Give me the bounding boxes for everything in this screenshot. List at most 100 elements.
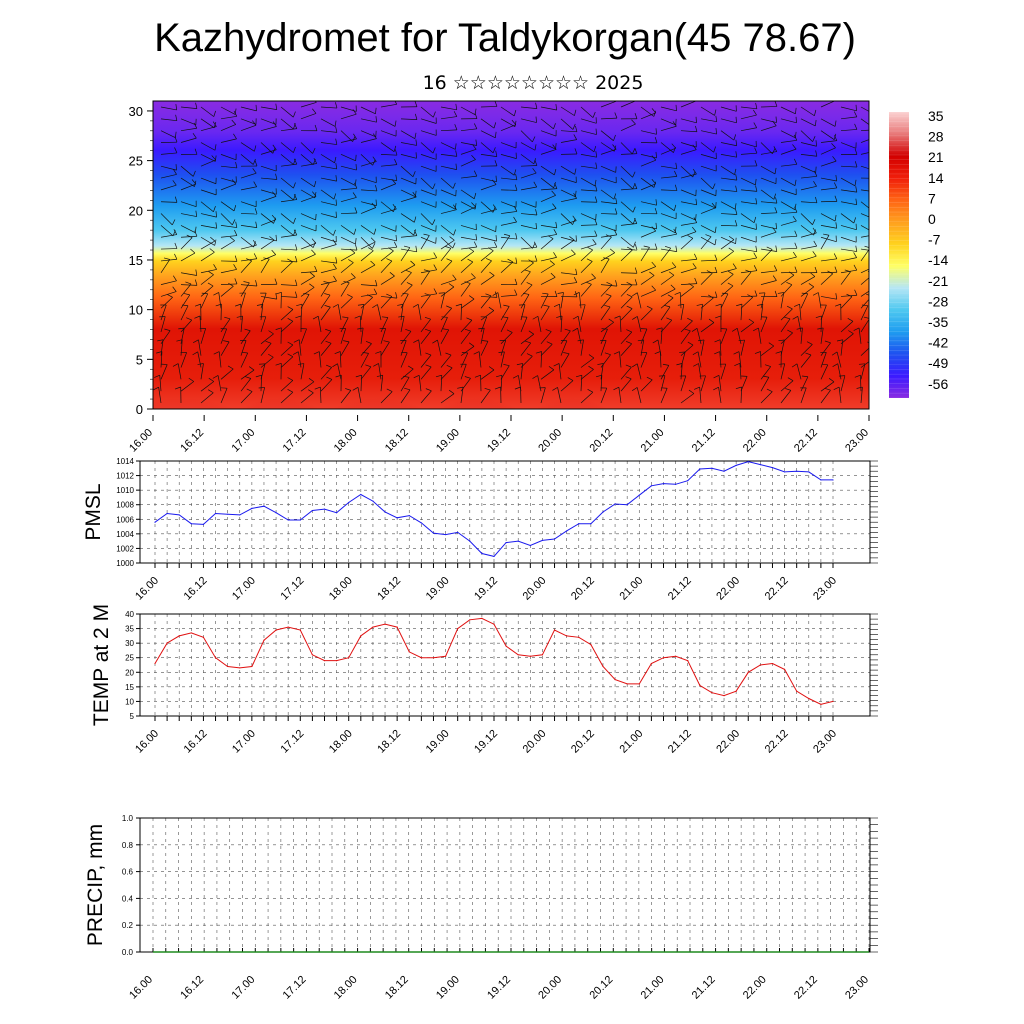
wind-barb (200, 264, 217, 274)
x-tick-label: 22.12 (792, 427, 820, 455)
wind-barb (840, 123, 858, 132)
x-tick-label: 21.12 (666, 728, 694, 756)
wind-barb (400, 260, 416, 274)
wind-barb (300, 292, 310, 309)
wind-barb (780, 251, 797, 262)
data-point (457, 627, 459, 630)
wind-barb (775, 351, 782, 368)
wind-barb (440, 189, 457, 197)
wind-barb (400, 139, 418, 146)
wind-barb (580, 128, 597, 135)
wind-barb (193, 339, 202, 356)
wind-barb (340, 182, 358, 191)
wind-barb (340, 109, 357, 120)
wind-barb (518, 304, 526, 321)
wind-barb (500, 165, 517, 176)
wind-barb (474, 374, 482, 392)
data-point (675, 483, 677, 485)
y-tick-label: 15 (129, 253, 143, 268)
wind-barb (820, 387, 831, 404)
wind-barb (820, 266, 838, 274)
temperature-series (154, 617, 834, 705)
wind-barb (520, 241, 538, 250)
wind-barb (180, 133, 197, 143)
wind-barb (731, 327, 742, 344)
wind-barb (180, 293, 191, 309)
wind-barb (720, 151, 738, 158)
wind-barb (520, 154, 537, 165)
wind-barb (680, 101, 696, 108)
colorbar-labels: 35 28 21 14 7 0 -7 -14 -21 -28 -35 -42 -49 -56 (928, 108, 948, 392)
wind-barb (440, 103, 458, 111)
wind-barb (740, 213, 757, 224)
wind-barb (800, 251, 817, 262)
data-point (263, 505, 265, 507)
wind-barb (840, 104, 857, 112)
wind-barb (660, 162, 678, 170)
wind-barb (200, 236, 217, 246)
wind-barb (820, 118, 837, 127)
wind-barb (160, 196, 178, 203)
wind-barb (440, 328, 450, 344)
data-point (251, 507, 253, 509)
wind-barb (500, 118, 517, 127)
wind-barb (600, 318, 614, 333)
wind-barb (620, 119, 636, 131)
pmsl-panel: 1000 1002 1004 1006 1008 1010 1012 1014 16.00 16.… (82, 457, 878, 603)
data-point (832, 700, 834, 703)
pmsl-axis-ticks: 1000 1002 1004 1006 1008 1010 1012 1014 16.00 16.… (116, 457, 878, 603)
wind-barb (637, 339, 645, 356)
wind-barb (597, 363, 604, 380)
wind-barb (220, 133, 237, 143)
wind-barb (620, 279, 638, 286)
wind-barb (680, 235, 694, 250)
wind-barb (380, 142, 397, 152)
wind-barb (580, 151, 598, 158)
wind-barb (580, 230, 598, 238)
wind-barb (660, 201, 677, 211)
wind-barb (700, 234, 712, 250)
data-point (662, 482, 665, 485)
wind-barb (540, 142, 557, 150)
wind-barb (600, 293, 612, 309)
wind-barb (340, 244, 358, 251)
colorbar-label: 21 (928, 149, 944, 165)
wind-barb (320, 199, 337, 206)
wind-barb (700, 142, 716, 153)
wind-barb (320, 225, 336, 236)
wind-barb (740, 109, 757, 120)
wind-barb (480, 235, 497, 242)
wind-barb (380, 258, 393, 273)
x-tick-label: 17.12 (278, 575, 306, 603)
wind-barb (660, 104, 677, 112)
wind-barb (480, 258, 492, 273)
data-point (239, 667, 241, 669)
data-point (384, 511, 386, 513)
wind-barb (460, 202, 476, 214)
wind-barb (540, 272, 556, 285)
wind-barb (400, 230, 418, 238)
wind-barb (560, 268, 578, 276)
wind-barb (480, 175, 497, 182)
wind-barb (740, 245, 758, 253)
wind-barb (820, 340, 831, 356)
wind-barb (240, 221, 258, 228)
wind-barb (600, 280, 618, 287)
wind-barb (540, 252, 557, 262)
wind-barb (700, 254, 718, 262)
data-point (578, 523, 580, 525)
wind-barb (280, 142, 296, 153)
wind-barb (300, 224, 317, 232)
data-point (553, 629, 556, 631)
data-point (469, 619, 471, 621)
wind-barb (674, 291, 682, 309)
wind-barb (240, 104, 257, 112)
wind-barb (620, 267, 638, 274)
wind-barb (420, 106, 436, 118)
x-tick-label: 18.12 (383, 974, 411, 1002)
wind-barb (812, 292, 822, 309)
wind-barb (194, 315, 202, 332)
data-point (505, 542, 507, 544)
pmsl-series (154, 461, 834, 558)
